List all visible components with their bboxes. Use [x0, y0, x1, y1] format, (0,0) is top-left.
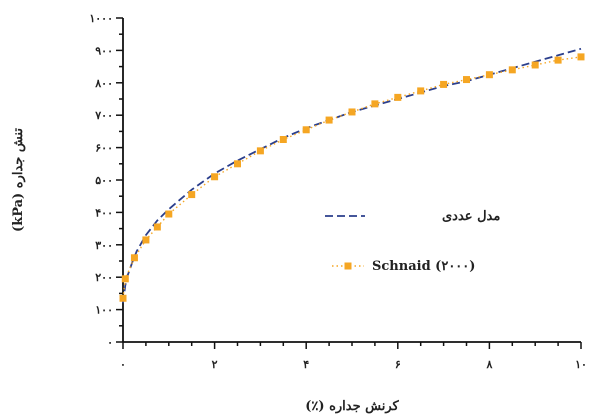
schnaid-data-point: [508, 66, 516, 74]
x-tick-label: ۸: [485, 358, 492, 371]
schnaid-data-point: [119, 294, 127, 302]
x-tick-label: ۰: [120, 358, 126, 371]
y-tick-label: ۱۰۰: [95, 304, 113, 317]
x-tick-label: ۴: [303, 358, 309, 371]
y-axis-title: تنش جداره (kPa): [11, 128, 26, 232]
schnaid-data-point: [531, 61, 539, 69]
numerical-model-line: [122, 47, 582, 304]
series: [119, 47, 585, 304]
schnaid-data-point: [142, 236, 150, 244]
schnaid-data-point: [130, 254, 138, 262]
legend-label-schnaid: Schnaid (۲۰۰۰): [372, 259, 475, 274]
schnaid-data-point: [348, 108, 356, 116]
x-axis-title: کرنش جداره (٪): [305, 399, 399, 414]
schnaid-data-point: [440, 80, 448, 88]
y-tick-label: ۲۰۰: [95, 271, 113, 284]
y-tick-label: ۵۰۰: [95, 174, 113, 187]
x-axis-ticks: ۰ ۲ ۴ ۶ ۸ ۱۰: [120, 342, 587, 371]
schnaid-data-point: [121, 275, 129, 283]
y-tick-label: ۷۰۰: [94, 109, 113, 122]
legend-label-numerical-model: مدل عددی: [442, 209, 500, 224]
schnaid-data-point: [325, 116, 333, 124]
y-tick-label: ۸۰۰: [94, 77, 113, 90]
y-axis-ticks: ۰ ۱۰۰ ۲۰۰ ۳۰۰ ۴۰۰ ۵۰۰ ۶۰۰ ۷۰۰ ۸۰۰ ۹۰۰ ۱۰۰۰: [89, 12, 123, 349]
legend: مدل عددی Schnaid (۲۰۰۰): [325, 209, 500, 274]
y-tick-label: ۴۰۰: [95, 206, 113, 219]
y-tick-label: ۳۰۰: [95, 239, 113, 252]
y-tick-label: ۹۰۰: [95, 44, 113, 57]
y-tick-label: ۰: [107, 336, 113, 349]
y-tick-label: ۶۰۰: [95, 142, 113, 155]
x-tick-label: ۶: [395, 358, 401, 371]
schnaid-data-point: [153, 223, 161, 231]
schnaid-data-point: [394, 93, 402, 101]
x-tick-label: ۱۰: [575, 358, 587, 371]
schnaid-data-point: [234, 160, 241, 168]
plot-background: [123, 18, 581, 342]
schnaid-data-point: [417, 87, 425, 95]
y-tick-label: ۱۰۰۰: [89, 12, 113, 25]
schnaid-data-point: [463, 76, 470, 84]
schnaid-data-point: [188, 191, 196, 199]
schnaid-data-point: [256, 147, 264, 155]
schnaid-data-point: [577, 53, 585, 61]
schnaid-data-point: [302, 126, 310, 134]
schnaid-data-point: [371, 100, 379, 108]
x-tick-label: ۲: [212, 358, 218, 371]
legend-marker-schnaid: [344, 262, 352, 270]
schnaid-data-point: [554, 56, 562, 64]
schnaid-data-point: [279, 136, 287, 143]
schnaid-data-point: [485, 71, 493, 79]
schnaid-data-point: [211, 173, 219, 181]
schnaid-data-point: [165, 210, 173, 218]
